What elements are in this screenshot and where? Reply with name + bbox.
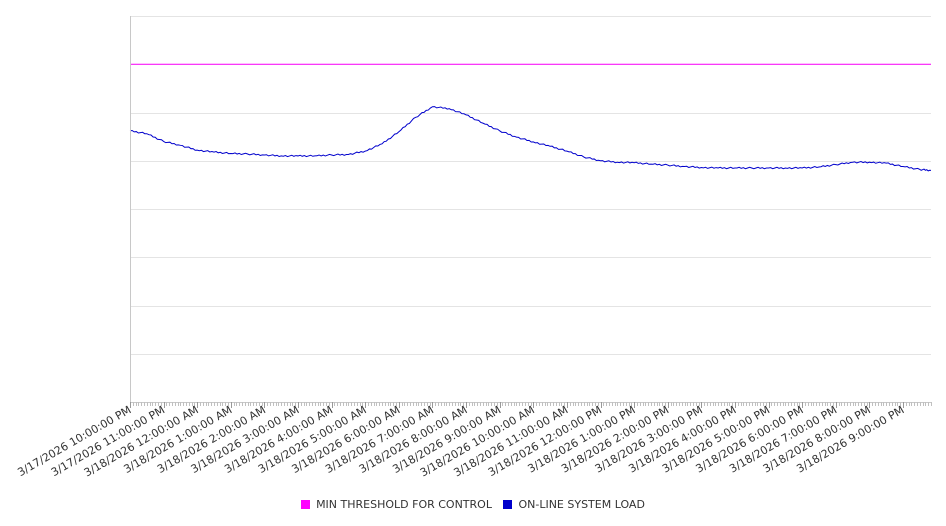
legend-item-threshold[interactable]: MIN THRESHOLD FOR CONTROL xyxy=(301,498,492,511)
x-axis-ticks xyxy=(130,402,932,408)
legend-item-system-load[interactable]: ON-LINE SYSTEM LOAD xyxy=(503,498,645,511)
legend: MIN THRESHOLD FOR CONTROL ON-LINE SYSTEM… xyxy=(0,498,946,511)
legend-swatch-threshold xyxy=(301,500,311,509)
x-axis-tick-labels: 3/17/2026 10:00:00 PM3/17/2026 11:00:00 … xyxy=(15,403,906,479)
legend-label-system-load: ON-LINE SYSTEM LOAD xyxy=(518,498,645,511)
legend-swatch-system-load xyxy=(503,500,513,509)
grid-lines xyxy=(130,16,931,403)
series-line-system-load xyxy=(129,106,932,172)
legend-label-threshold: MIN THRESHOLD FOR CONTROL xyxy=(316,498,492,511)
series-layer xyxy=(129,63,932,172)
